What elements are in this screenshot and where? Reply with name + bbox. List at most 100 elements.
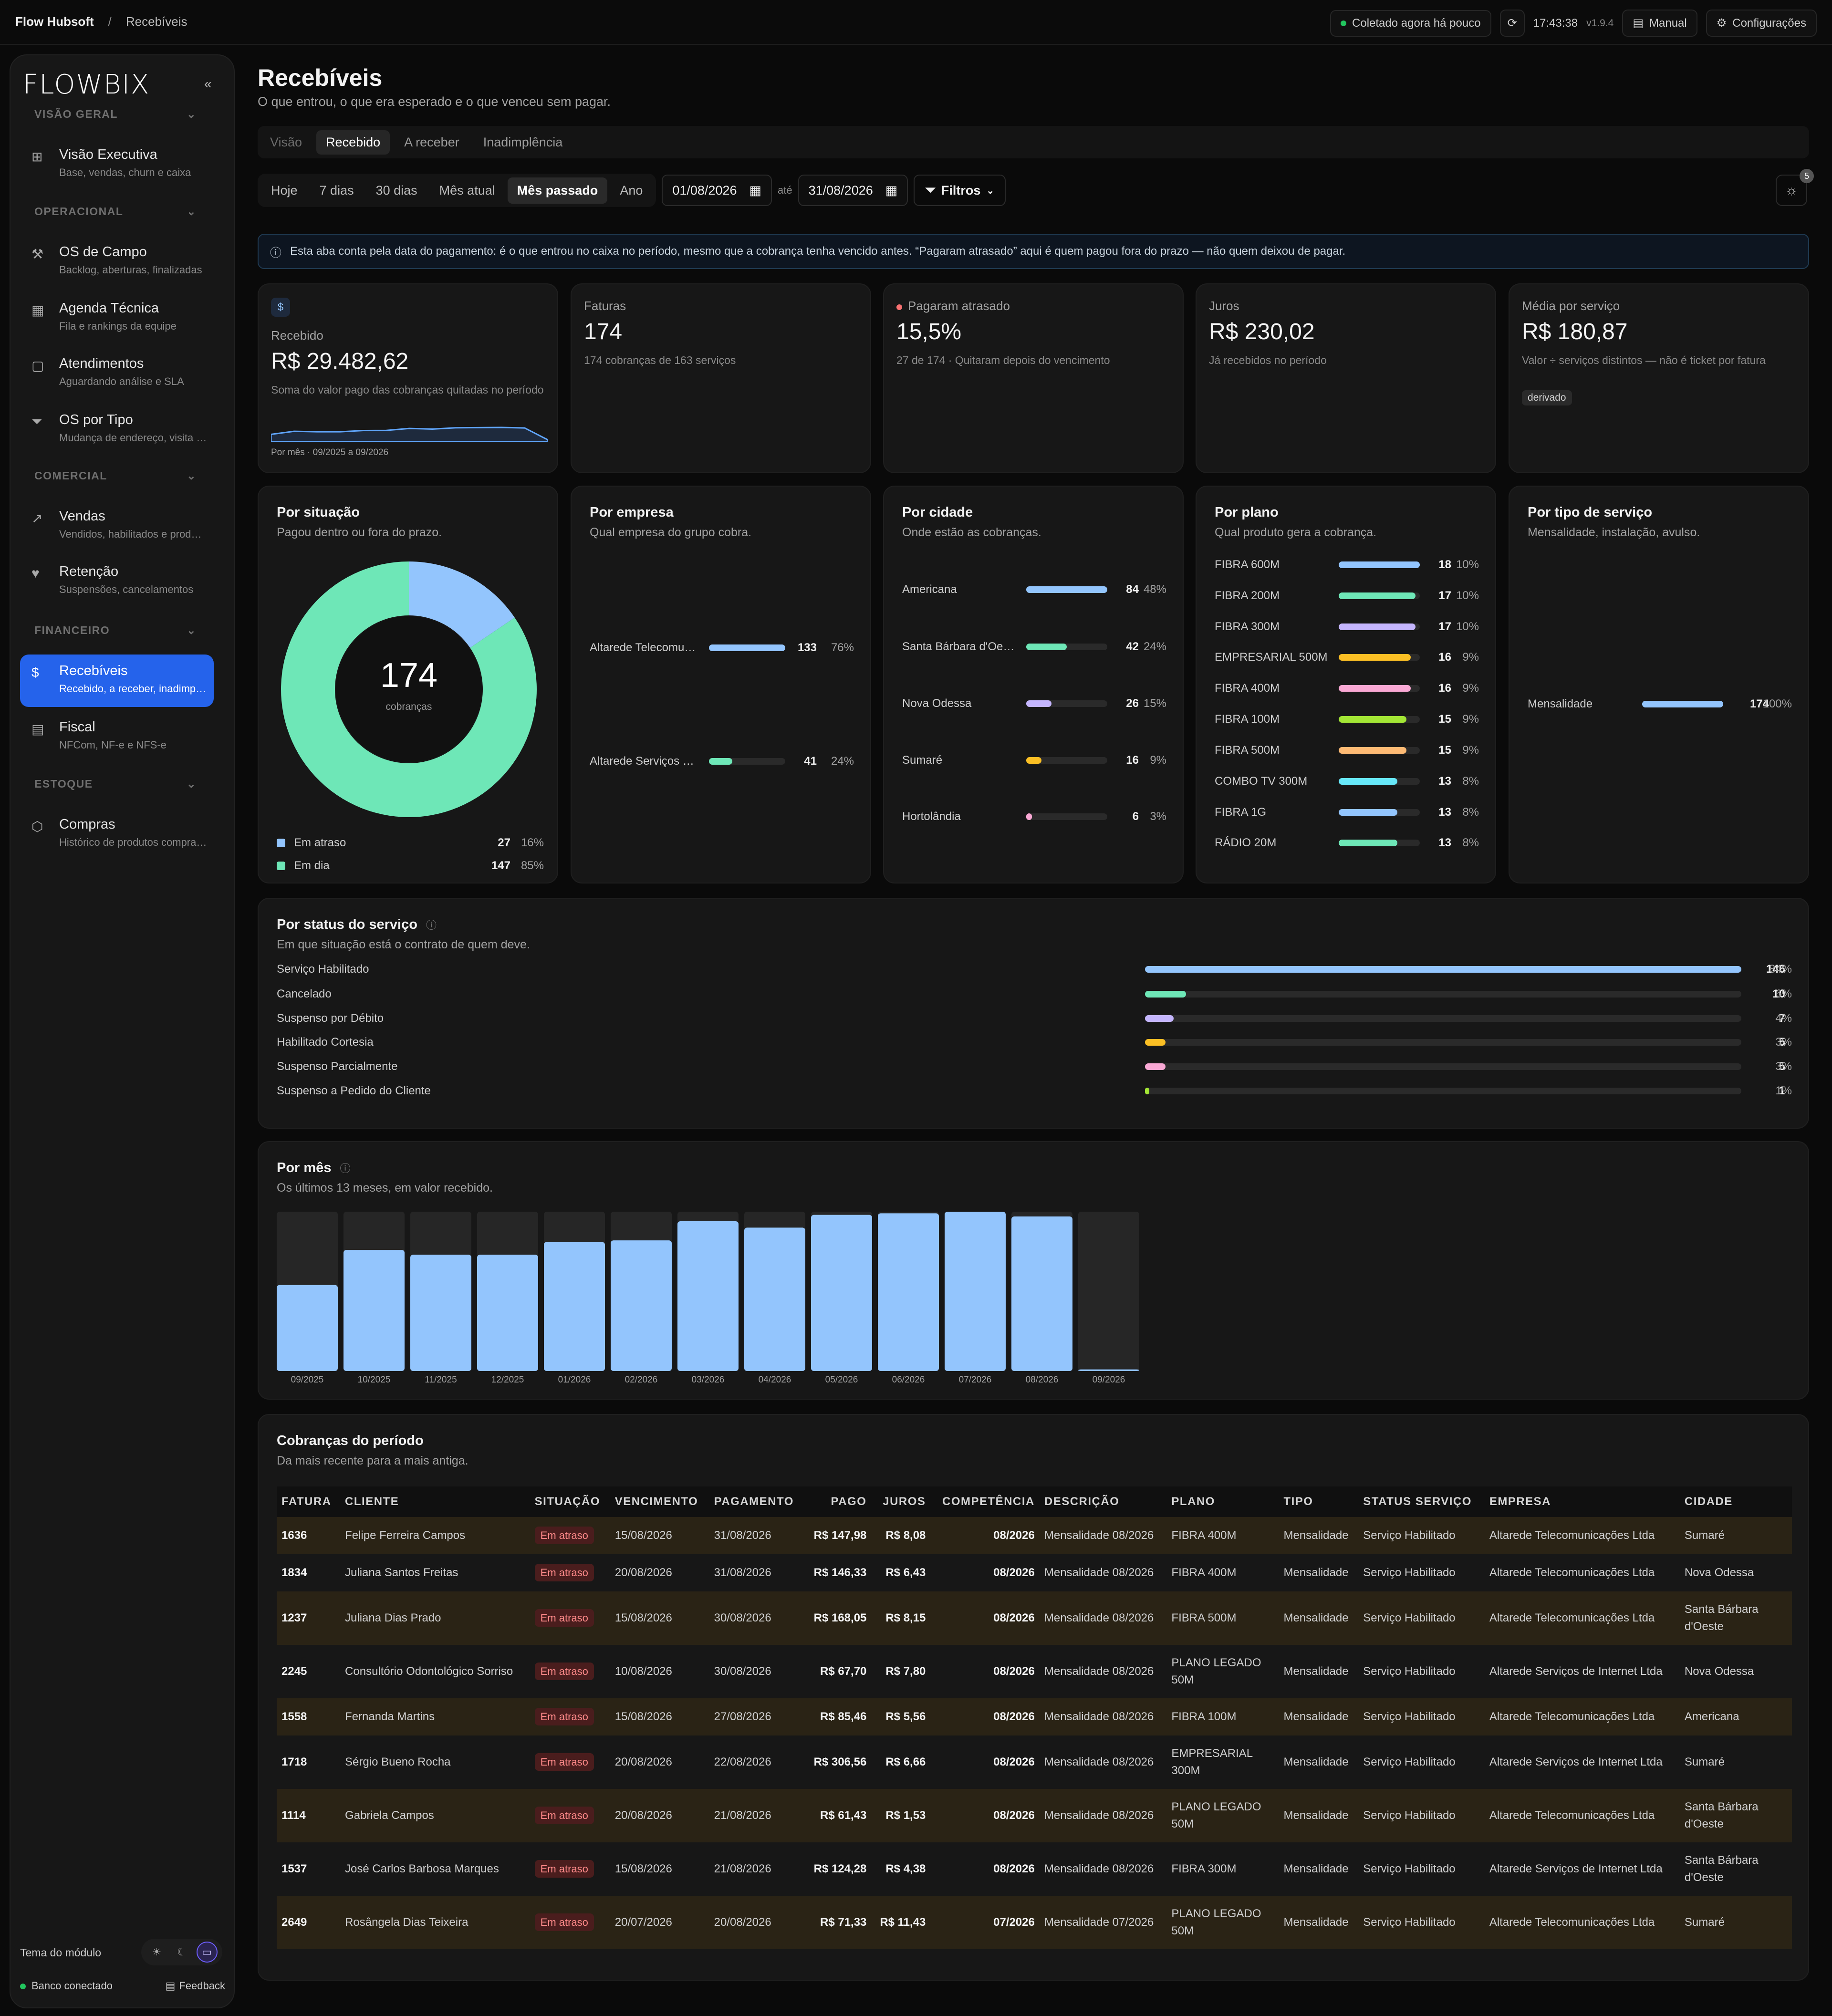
table-row[interactable]: 1718 Sérgio Bueno Rocha Em atraso 20/08/202…	[277, 1735, 1792, 1789]
bar-row-fibra-400m[interactable]: FIBRA 400M 16 9%	[1215, 681, 1479, 696]
donut-slice-em-atraso[interactable]	[409, 561, 515, 648]
bar-row-santa-barbara-d-oeste[interactable]: Santa Bárbara d'Oeste 42 24%	[902, 639, 1166, 655]
date-to-input[interactable]: 31/08/2026 ▦	[798, 175, 908, 206]
refresh-button[interactable]: ⟳	[1499, 10, 1525, 37]
sidebar-item-compras[interactable]: ⬡ Compras Histórico de produtos comprados	[20, 808, 214, 861]
col-header-vencimento[interactable]: VENCIMENTO	[610, 1486, 709, 1517]
legend-item-em-atraso[interactable]: Em atraso 27 16%	[277, 835, 544, 851]
bar-03-2026[interactable]	[677, 1221, 739, 1371]
col-header-juros[interactable]: JUROS	[871, 1486, 931, 1517]
sidebar-item-retencao[interactable]: ♥ Retenção Suspensões, cancelamentos	[20, 555, 214, 608]
col-header-cidade[interactable]: CIDADE	[1679, 1486, 1792, 1517]
bar-row-combo-tv-300m[interactable]: COMBO TV 300M 13 8%	[1215, 774, 1479, 789]
section-comercial[interactable]: COMERCIAL ⌄	[34, 469, 197, 482]
legend-item-em-dia[interactable]: Em dia 147 85%	[277, 858, 544, 874]
col-header-situacao[interactable]: SITUAÇÃO	[530, 1486, 610, 1517]
bar-row-altarede-servicos-de-internet-ltda[interactable]: Altarede Serviços de Internet Ltda 41 24%	[590, 754, 854, 769]
section-operacional[interactable]: OPERACIONAL ⌄	[34, 205, 197, 218]
bar-10-2025[interactable]	[344, 1250, 405, 1371]
col-header-pago[interactable]: PAGO	[804, 1486, 872, 1517]
bar-row-radio-20m[interactable]: RÁDIO 20M 13 8%	[1215, 835, 1479, 851]
bar-row-empresarial-500m[interactable]: EMPRESARIAL 500M 16 9%	[1215, 650, 1479, 665]
range-7-dias[interactable]: 7 dias	[319, 183, 354, 197]
bar-row-habilitado-cortesia[interactable]: Habilitado Cortesia 5 3%	[277, 1035, 1792, 1050]
bar-row-mensalidade[interactable]: Mensalidade 174 100%	[1528, 696, 1792, 712]
col-header-fatura[interactable]: FATURA	[277, 1486, 341, 1517]
bar-row-suspenso-a-pedido-do-cliente[interactable]: Suspenso a Pedido do Cliente 1 1%	[277, 1083, 1792, 1099]
range-mes-atual[interactable]: Mês atual	[439, 183, 495, 197]
range-30-dias[interactable]: 30 dias	[375, 183, 417, 197]
sidebar-item-atendimentos[interactable]: ▢ Atendimentos Aguardando análise e SLA	[20, 347, 214, 400]
bar-02-2026[interactable]	[611, 1240, 672, 1371]
range-ano[interactable]: Ano	[620, 183, 643, 197]
sidebar-item-os-de-campo[interactable]: ⚒ OS de Campo Backlog, aberturas, finaliza…	[20, 236, 214, 288]
table-row[interactable]: 1558 Fernanda Martins Em atraso 15/08/2026 2…	[277, 1698, 1792, 1735]
info-icon[interactable]: ⓘ	[340, 1163, 351, 1174]
sidebar-item-visao-executiva[interactable]: ⊞ Visão Executiva Base, vendas, churn e ca…	[20, 138, 214, 191]
feedback-button[interactable]: ▤ Feedback	[166, 1980, 225, 1992]
bar-row-fibra-200m[interactable]: FIBRA 200M 17 10%	[1215, 588, 1479, 603]
info-icon[interactable]: ⓘ	[426, 919, 437, 931]
bar-row-cancelado[interactable]: Cancelado 10 6%	[277, 987, 1792, 1002]
bar-row-fibra-100m[interactable]: FIBRA 100M 15 9%	[1215, 712, 1479, 727]
bar-09-2026[interactable]	[1078, 1369, 1139, 1371]
table-row[interactable]: 1636 Felipe Ferreira Campos Em atraso 15/08…	[277, 1517, 1792, 1554]
bar-07-2026[interactable]	[945, 1212, 1006, 1371]
tab-recebido[interactable]: Recebido	[316, 130, 390, 155]
bar-09-2025[interactable]	[277, 1285, 338, 1371]
filters-button[interactable]: ⏷ Filtros ⌄	[914, 175, 1006, 206]
bar-12-2025[interactable]	[477, 1255, 538, 1371]
bar-row-fibra-600m[interactable]: FIBRA 600M 18 10%	[1215, 557, 1479, 572]
col-header-competencia[interactable]: COMPETÊNCIA	[930, 1486, 1040, 1517]
sidebar-item-agenda-tecnica[interactable]: ▦ Agenda Técnica Fila e rankings da equipe	[20, 292, 214, 344]
table-row[interactable]: 1237 Juliana Dias Prado Em atraso 15/08/202…	[277, 1591, 1792, 1645]
col-header-status-servico[interactable]: STATUS SERVIÇO	[1358, 1486, 1485, 1517]
bar-05-2026[interactable]	[811, 1215, 872, 1371]
sidebar-item-vendas[interactable]: ↗ Vendas Vendidos, habilitados e produtos	[20, 500, 214, 552]
bar-row-fibra-500m[interactable]: FIBRA 500M 15 9%	[1215, 743, 1479, 758]
col-header-plano[interactable]: PLANO	[1166, 1486, 1279, 1517]
bar-row-altarede-telecomunicacoes-ltda[interactable]: Altarede Telecomunicações Ltda 133 76%	[590, 640, 854, 655]
bar-row-suspenso-por-debito[interactable]: Suspenso por Débito 7 4%	[277, 1011, 1792, 1026]
table-row[interactable]: 1114 Gabriela Campos Em atraso 20/08/2026 21…	[277, 1789, 1792, 1842]
manual-button[interactable]: ▤ Manual	[1622, 10, 1697, 37]
table-row[interactable]: 1537 José Carlos Barbosa Marques Em atraso…	[277, 1842, 1792, 1896]
bar-04-2026[interactable]	[744, 1227, 805, 1371]
col-header-cliente[interactable]: CLIENTE	[340, 1486, 530, 1517]
monitor-icon[interactable]: ▭	[196, 1942, 218, 1963]
col-header-empresa[interactable]: EMPRESA	[1484, 1486, 1680, 1517]
settings-button[interactable]: ⚙ Configurações	[1706, 10, 1817, 37]
range-hoje[interactable]: Hoje	[271, 183, 298, 197]
bar-row-nova-odessa[interactable]: Nova Odessa 26 15%	[902, 696, 1166, 711]
table-row[interactable]: 1834 Juliana Santos Freitas Em atraso 20/08…	[277, 1554, 1792, 1591]
section-estoque[interactable]: ESTOQUE ⌄	[34, 778, 197, 790]
bar-11-2025[interactable]	[410, 1255, 471, 1371]
donut-slice-em-dia[interactable]	[281, 561, 537, 817]
collapse-sidebar-button[interactable]: «	[204, 76, 212, 91]
sidebar-item-fiscal[interactable]: ▤ Fiscal NFCom, NF-e e NFS-e	[20, 711, 214, 763]
moon-icon[interactable]: ☾	[177, 1946, 187, 1958]
bar-08-2026[interactable]	[1011, 1216, 1072, 1371]
col-header-descricao[interactable]: DESCRIÇÃO	[1039, 1486, 1167, 1517]
bar-06-2026[interactable]	[878, 1213, 939, 1371]
table-row[interactable]: 2245 Consultório Odontológico Sorriso Em a…	[277, 1645, 1792, 1698]
table-row[interactable]: 2649 Rosângela Dias Teixeira Em atraso 20/0…	[277, 1896, 1792, 1949]
bar-row-hortolandia[interactable]: Hortolândia 6 3%	[902, 809, 1166, 824]
bar-row-americana[interactable]: Americana 84 48%	[902, 582, 1166, 597]
sun-icon[interactable]: ☀	[152, 1946, 162, 1958]
date-from-input[interactable]: 01/08/2026 ▦	[662, 175, 772, 206]
section-financeiro[interactable]: FINANCEIRO ⌄	[34, 624, 197, 637]
range-mes-passado[interactable]: Mês passado	[507, 177, 608, 204]
col-header-tipo[interactable]: TIPO	[1279, 1486, 1359, 1517]
bar-row-fibra-1g[interactable]: FIBRA 1G 13 8%	[1215, 805, 1479, 820]
col-header-pagamento[interactable]: PAGAMENTO	[709, 1486, 805, 1517]
sidebar-item-recebiveis[interactable]: $ Recebíveis Recebido, a receber, inadimpl…	[20, 655, 214, 707]
sidebar-item-os-por-tipo[interactable]: ⏷ OS por Tipo Mudança de endereço, visita …	[20, 404, 214, 456]
bar-row-suspenso-parcialmente[interactable]: Suspenso Parcialmente 5 3%	[277, 1059, 1792, 1074]
tab-inadimplencia[interactable]: Inadimplência	[483, 135, 563, 149]
insights-button[interactable]: ☼	[1776, 175, 1807, 206]
bar-row-servico-habilitado[interactable]: Serviço Habilitado 146 84%	[277, 962, 1792, 977]
tab-a-receber[interactable]: A receber	[404, 135, 459, 149]
section-visao-geral[interactable]: VISÃO GERAL ⌄	[34, 108, 197, 121]
bar-01-2026[interactable]	[544, 1242, 605, 1371]
